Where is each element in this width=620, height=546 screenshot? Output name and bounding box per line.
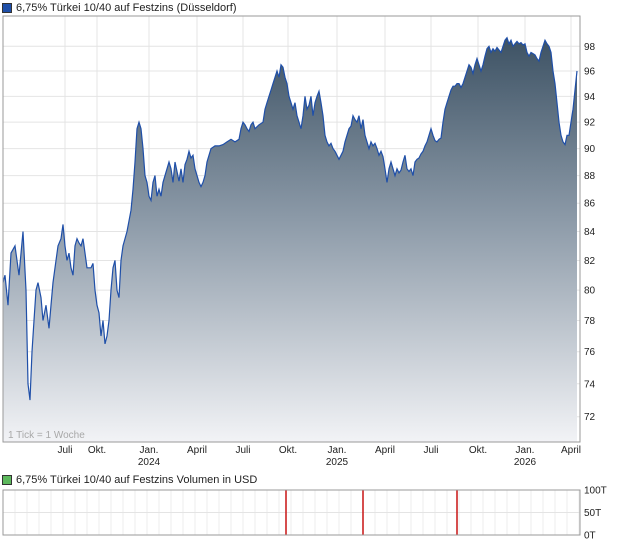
price-y-tick-label: 90 [584, 144, 596, 155]
tick-footnote: 1 Tick = 1 Woche [8, 430, 85, 441]
price-y-tick-label: 94 [584, 92, 596, 103]
x-tick-label: Okt. [88, 445, 106, 456]
price-y-tick-label: 74 [584, 379, 596, 390]
x-tick-label: Jan. [328, 445, 347, 456]
price-y-tick-label: 84 [584, 227, 596, 238]
x-tick-label: Juli [57, 445, 72, 456]
price-area-fill [3, 37, 577, 442]
price-y-tick-label: 88 [584, 171, 596, 182]
price-y-tick-label: 92 [584, 118, 596, 129]
volume-y-tick-label: 100T [584, 486, 607, 497]
price-y-tick-label: 82 [584, 256, 596, 267]
x-tick-label: Juli [423, 445, 438, 456]
year-label: 2025 [326, 457, 349, 468]
volume-legend: 6,75% Türkei 10/40 auf Festzins Volumen … [2, 473, 257, 487]
price-y-tick-label: 86 [584, 199, 596, 210]
price-legend-swatch [2, 3, 12, 13]
price-y-tick-label: 76 [584, 347, 596, 358]
volume-legend-label: 6,75% Türkei 10/40 auf Festzins Volumen … [16, 474, 258, 486]
x-tick-label: April [187, 445, 207, 456]
year-label: 2024 [138, 457, 161, 468]
x-tick-label: Juli [235, 445, 250, 456]
price-legend: 6,75% Türkei 10/40 auf Festzins (Düsseld… [2, 1, 237, 15]
x-tick-label: Okt. [469, 445, 487, 456]
x-tick-label: Jan. [140, 445, 159, 456]
price-line [2, 36, 578, 401]
price-panel: 98 96 94 92 90 88 86 84 82 80 78 76 74 72 Juli Okt. Jan.… [2, 15, 596, 468]
x-tick-label: Okt. [279, 445, 297, 456]
price-y-tick-label: 78 [584, 316, 596, 327]
price-y-tick-label: 72 [584, 412, 596, 423]
price-y-tick-label: 80 [584, 286, 596, 297]
price-plot-frame [2, 15, 581, 443]
volume-y-tick-label: 50T [584, 508, 601, 519]
volume-plot-frame [2, 489, 581, 536]
price-y-tick-label: 96 [584, 67, 596, 78]
price-y-tick-label: 98 [584, 42, 596, 53]
volume-legend-swatch [2, 475, 12, 485]
volume-panel: 100T 50T 0T [2, 486, 607, 542]
year-label: 2026 [514, 457, 537, 468]
price-legend-label: 6,75% Türkei 10/40 auf Festzins (Düsseld… [16, 2, 237, 14]
x-tick-label: April [561, 445, 581, 456]
x-tick-label: Jan. [516, 445, 535, 456]
volume-y-tick-label: 0T [584, 531, 596, 542]
x-tick-label: April [375, 445, 395, 456]
